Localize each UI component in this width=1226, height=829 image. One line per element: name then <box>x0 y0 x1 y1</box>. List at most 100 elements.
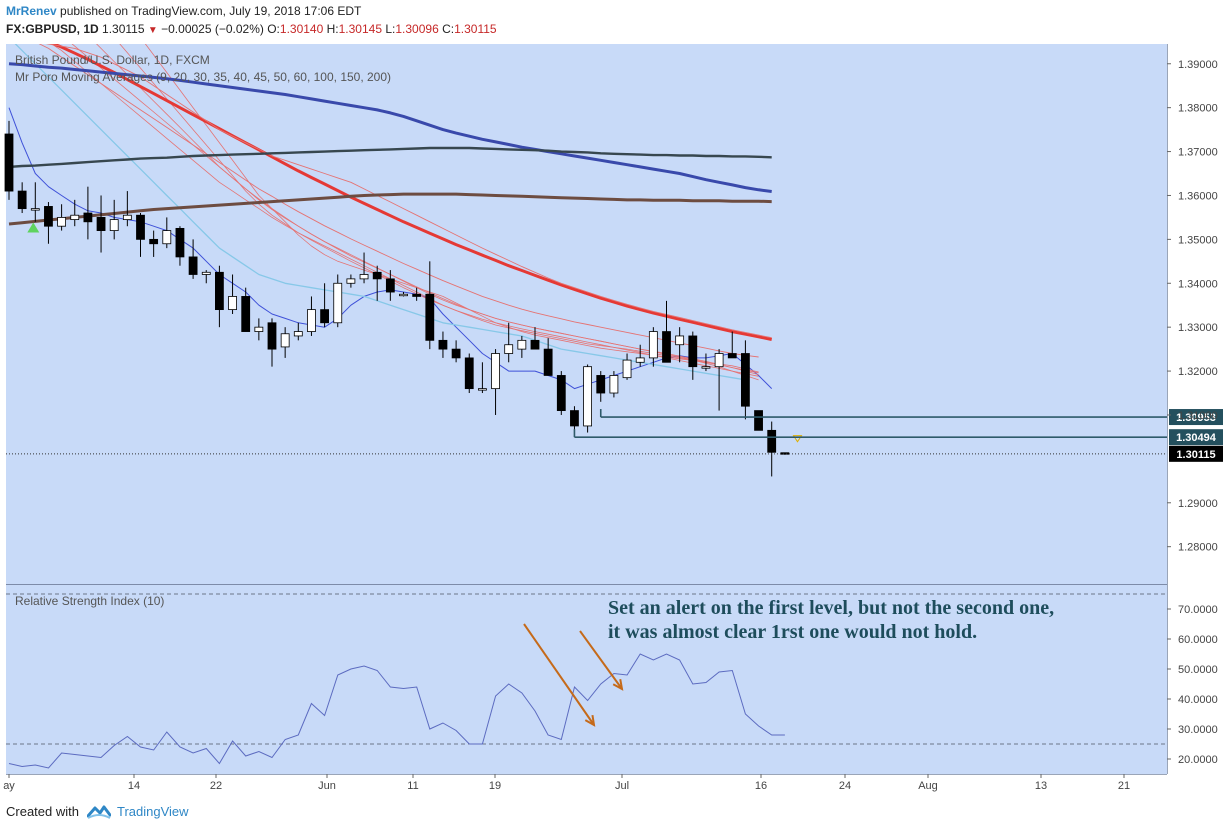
candle[interactable] <box>648 327 658 367</box>
candle[interactable] <box>136 213 145 257</box>
candle[interactable] <box>780 452 790 455</box>
candle[interactable] <box>741 340 750 420</box>
author-link[interactable]: MrRenev <box>6 4 57 18</box>
low-value: 1.30096 <box>395 22 439 36</box>
candle[interactable] <box>412 287 422 301</box>
candle[interactable] <box>754 410 763 431</box>
candle[interactable] <box>662 300 671 363</box>
candle[interactable] <box>162 217 172 249</box>
candle[interactable] <box>425 261 435 350</box>
candle-body <box>44 206 53 227</box>
candle[interactable] <box>109 199 119 240</box>
candle[interactable] <box>17 182 27 214</box>
candle-body <box>346 278 356 284</box>
candle[interactable] <box>188 239 198 279</box>
candle[interactable] <box>464 353 474 394</box>
candle[interactable] <box>372 265 382 301</box>
candle[interactable] <box>727 331 737 359</box>
main-pane[interactable] <box>6 44 1167 584</box>
candle[interactable] <box>307 296 316 336</box>
candle[interactable] <box>30 182 40 222</box>
chart-area[interactable]: 1.30953 1.30494 1.30115 1.39000 1.38000 1.37… <box>0 44 1226 796</box>
candle[interactable] <box>583 364 592 433</box>
candle[interactable] <box>83 186 93 240</box>
candle[interactable] <box>228 274 237 314</box>
candle-body <box>122 214 132 221</box>
candle[interactable] <box>556 371 566 415</box>
price-tick-label: 1.39000 <box>1178 59 1218 71</box>
candle[interactable] <box>714 349 724 411</box>
down-arrow-icon: ▼ <box>147 25 158 36</box>
change-value: −0.00025 (−0.02%) <box>161 22 264 36</box>
candle-body <box>280 333 290 348</box>
candle-body <box>267 322 277 350</box>
candle[interactable] <box>57 204 66 231</box>
candle-body <box>83 212 93 223</box>
candle[interactable] <box>359 252 369 284</box>
price-label: 1.30115 <box>1176 449 1215 461</box>
candle[interactable] <box>267 318 277 367</box>
moving-average-line <box>38 44 759 358</box>
candle-body <box>372 271 382 280</box>
candle[interactable] <box>385 270 395 301</box>
candle[interactable] <box>596 371 606 402</box>
candle[interactable] <box>122 191 132 227</box>
candle[interactable] <box>477 362 487 394</box>
candle-body <box>333 282 343 324</box>
candle[interactable] <box>438 331 448 358</box>
moving-average-line <box>49 44 773 341</box>
candle[interactable] <box>201 270 211 284</box>
rsi-pane[interactable] <box>6 585 1167 774</box>
candle[interactable] <box>635 344 645 367</box>
price-label: 1.30494 <box>1176 432 1217 444</box>
low-label: L: <box>385 22 396 36</box>
candle[interactable] <box>451 340 461 363</box>
candle[interactable] <box>214 265 224 328</box>
candle-body <box>109 219 119 231</box>
annotation-arrow <box>579 630 623 690</box>
candle-body <box>648 331 658 359</box>
candle-body <box>530 339 540 350</box>
time-scale[interactable] <box>0 774 1226 796</box>
candle[interactable] <box>333 274 343 328</box>
candle[interactable] <box>675 327 685 363</box>
candle-body <box>583 366 592 427</box>
open-label: O: <box>267 22 280 36</box>
candle[interactable] <box>491 349 500 415</box>
candle[interactable] <box>767 421 777 477</box>
candle-body <box>188 256 198 275</box>
candle[interactable] <box>530 327 540 350</box>
candle-body <box>307 309 316 332</box>
price-tick-label: 1.36000 <box>1178 190 1218 202</box>
rsi-tick-label: 70.0000 <box>1178 604 1218 616</box>
candle[interactable] <box>346 274 356 288</box>
candle[interactable] <box>688 331 698 380</box>
candle[interactable] <box>609 371 619 398</box>
candle[interactable] <box>517 335 527 358</box>
candle[interactable] <box>149 230 159 257</box>
price-tick-label: 1.29000 <box>1178 498 1218 510</box>
candle[interactable] <box>293 322 303 341</box>
candle-body <box>570 410 579 427</box>
candle[interactable] <box>44 202 53 244</box>
time-tick-label: 11 <box>407 780 418 792</box>
candle[interactable] <box>254 318 264 341</box>
time-tick-label: 19 <box>489 780 501 792</box>
candle[interactable] <box>399 292 408 297</box>
candle[interactable] <box>241 287 251 332</box>
candle[interactable] <box>320 283 330 328</box>
tradingview-brand[interactable]: TradingView <box>117 804 189 819</box>
candle[interactable] <box>504 322 514 363</box>
candle[interactable] <box>175 226 185 266</box>
candle[interactable] <box>701 353 711 372</box>
symbol-label: FX:GBPUSD, 1D <box>6 22 99 36</box>
candle[interactable] <box>543 338 553 376</box>
last-price: 1.30115 <box>102 22 145 36</box>
candle[interactable] <box>622 353 632 380</box>
candle-body <box>741 353 750 407</box>
candle[interactable] <box>280 327 290 358</box>
candle[interactable] <box>96 195 106 253</box>
candle[interactable] <box>4 120 14 200</box>
candle[interactable] <box>70 199 80 227</box>
rsi-tick-label: 60.0000 <box>1178 634 1218 646</box>
